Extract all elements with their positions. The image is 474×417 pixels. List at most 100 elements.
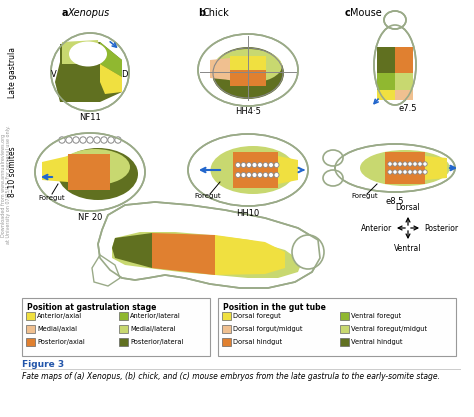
Text: Dorsal forgut/midgut: Dorsal forgut/midgut	[233, 326, 302, 332]
Ellipse shape	[335, 144, 455, 192]
Ellipse shape	[60, 149, 130, 185]
Circle shape	[115, 137, 121, 143]
Circle shape	[108, 137, 114, 143]
Ellipse shape	[198, 34, 298, 106]
Polygon shape	[100, 42, 122, 77]
Polygon shape	[100, 64, 122, 94]
Polygon shape	[385, 152, 425, 184]
Circle shape	[263, 173, 268, 178]
Polygon shape	[395, 90, 413, 100]
Circle shape	[268, 163, 273, 168]
Ellipse shape	[35, 133, 145, 211]
Text: Position in the gut tube: Position in the gut tube	[223, 303, 326, 312]
Circle shape	[274, 173, 279, 178]
Circle shape	[393, 162, 397, 166]
Polygon shape	[377, 90, 395, 100]
Circle shape	[246, 173, 252, 178]
Text: Foregut: Foregut	[352, 193, 378, 199]
Text: Dorsal hindgut: Dorsal hindgut	[233, 339, 282, 345]
Ellipse shape	[384, 11, 406, 29]
Text: NF11: NF11	[79, 113, 101, 122]
Circle shape	[388, 162, 392, 166]
Polygon shape	[395, 73, 413, 90]
Text: Mouse: Mouse	[350, 8, 382, 18]
Circle shape	[246, 163, 252, 168]
Circle shape	[252, 173, 257, 178]
Text: a: a	[62, 8, 69, 18]
Circle shape	[236, 163, 240, 168]
Text: Dorsal: Dorsal	[396, 203, 420, 212]
Ellipse shape	[214, 49, 282, 83]
Polygon shape	[230, 68, 266, 86]
Polygon shape	[395, 47, 413, 73]
Polygon shape	[42, 156, 68, 182]
Circle shape	[268, 173, 273, 178]
Bar	[26, 338, 35, 346]
Circle shape	[413, 162, 417, 166]
Text: Dorsal foregut: Dorsal foregut	[233, 313, 281, 319]
Circle shape	[408, 170, 412, 174]
Circle shape	[241, 173, 246, 178]
Text: Anterior/axial: Anterior/axial	[37, 313, 82, 319]
Circle shape	[423, 170, 427, 174]
Bar	[340, 325, 349, 333]
Text: V: V	[51, 70, 57, 79]
Ellipse shape	[323, 170, 343, 186]
Polygon shape	[425, 156, 447, 180]
Bar	[26, 325, 35, 333]
Circle shape	[403, 170, 407, 174]
Circle shape	[252, 163, 257, 168]
Text: D: D	[121, 70, 127, 79]
Text: Figure 3: Figure 3	[22, 360, 64, 369]
Ellipse shape	[188, 134, 308, 206]
Ellipse shape	[69, 42, 107, 66]
Text: Medial/axial: Medial/axial	[37, 326, 77, 332]
Text: Posterior/axial: Posterior/axial	[37, 339, 85, 345]
Text: c: c	[345, 8, 351, 18]
Circle shape	[398, 170, 402, 174]
Text: Xenopus: Xenopus	[67, 8, 109, 18]
Text: HH10: HH10	[237, 209, 260, 218]
Text: e7.5: e7.5	[399, 104, 418, 113]
FancyBboxPatch shape	[218, 298, 456, 356]
Circle shape	[66, 137, 72, 143]
Ellipse shape	[374, 25, 416, 105]
Polygon shape	[62, 40, 100, 64]
Circle shape	[423, 162, 427, 166]
Text: HH4·5: HH4·5	[235, 107, 261, 116]
Bar	[340, 338, 349, 346]
Text: b: b	[198, 8, 205, 18]
Text: NF 20: NF 20	[78, 213, 102, 222]
Text: Posterior: Posterior	[424, 224, 458, 233]
Circle shape	[413, 170, 417, 174]
Text: Ventral foregut/midgut: Ventral foregut/midgut	[351, 326, 427, 332]
Ellipse shape	[323, 150, 343, 166]
Text: Ventral: Ventral	[394, 244, 422, 253]
Ellipse shape	[51, 33, 129, 111]
Ellipse shape	[292, 235, 324, 269]
Text: 8–10 somites: 8–10 somites	[9, 147, 18, 197]
Circle shape	[257, 163, 263, 168]
Circle shape	[59, 137, 65, 143]
Bar	[119, 312, 128, 320]
Circle shape	[94, 137, 100, 143]
Circle shape	[101, 137, 107, 143]
Polygon shape	[55, 42, 122, 102]
Polygon shape	[233, 152, 278, 188]
Ellipse shape	[360, 150, 450, 186]
Bar	[222, 338, 231, 346]
Polygon shape	[278, 156, 298, 184]
Bar	[119, 325, 128, 333]
Polygon shape	[210, 58, 230, 80]
Polygon shape	[152, 233, 215, 275]
Circle shape	[398, 162, 402, 166]
Polygon shape	[215, 235, 285, 275]
Circle shape	[241, 163, 246, 168]
Circle shape	[263, 163, 268, 168]
FancyBboxPatch shape	[22, 298, 210, 356]
Circle shape	[236, 173, 240, 178]
Circle shape	[257, 173, 263, 178]
Text: Posterior/lateral: Posterior/lateral	[130, 339, 183, 345]
Polygon shape	[92, 255, 120, 286]
Bar	[119, 338, 128, 346]
